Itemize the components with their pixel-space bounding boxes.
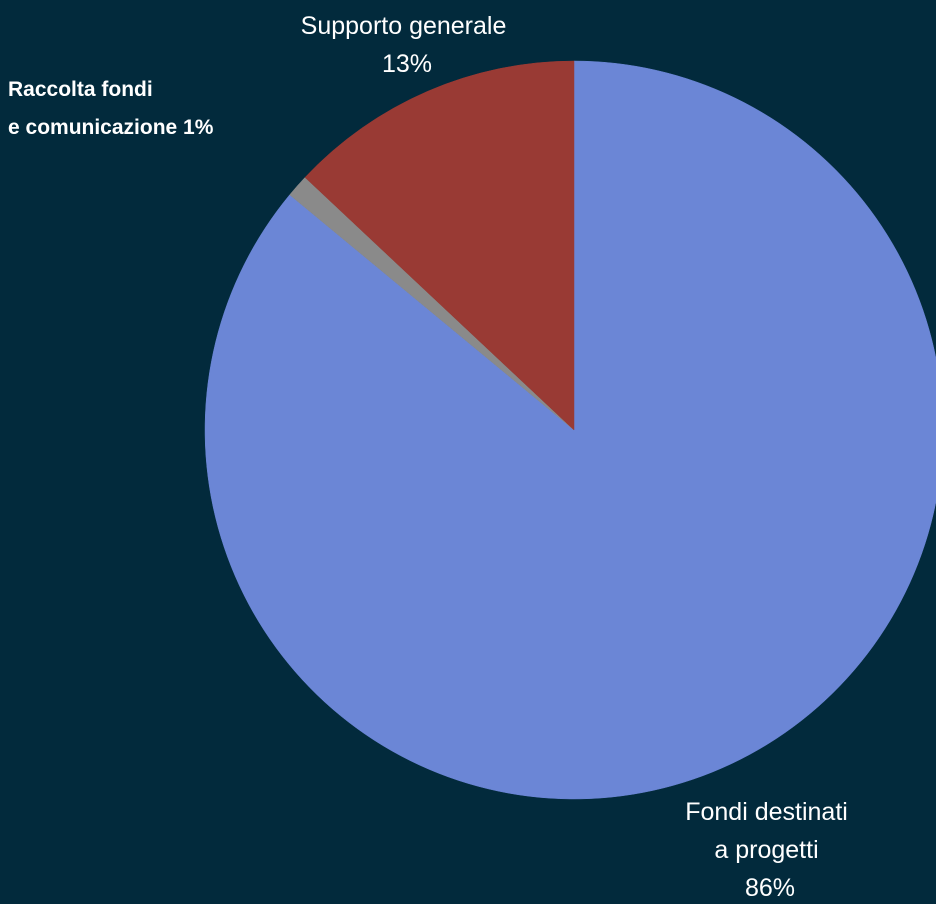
slice-value-supporto: 13% — [382, 50, 432, 78]
slice-fondi-destinati — [204, 60, 936, 800]
slice-label-supporto: Supporto generale 13% — [301, 12, 514, 78]
slice-label-raccolta-line-2: e comunicazione 1% — [8, 116, 214, 139]
slice-label-fondi-line-2: a progetti — [714, 836, 818, 864]
slice-value-fondi: 86% — [745, 874, 795, 902]
slice-label-fondi: Fondi destinati a progetti 86% — [685, 798, 855, 902]
pie-slices — [204, 60, 936, 800]
slice-label-supporto-line-1: Supporto generale — [301, 12, 507, 40]
slice-label-raccolta-line-1: Raccolta fondi — [8, 78, 153, 101]
slice-supporto-generale — [304, 60, 575, 431]
slice-label-fondi-line-1: Fondi destinati — [685, 798, 848, 826]
pie-labels: Fondi destinati a progetti 86% Raccolta … — [8, 12, 855, 902]
slice-label-raccolta: Raccolta fondi e comunicazione 1% — [8, 78, 214, 139]
